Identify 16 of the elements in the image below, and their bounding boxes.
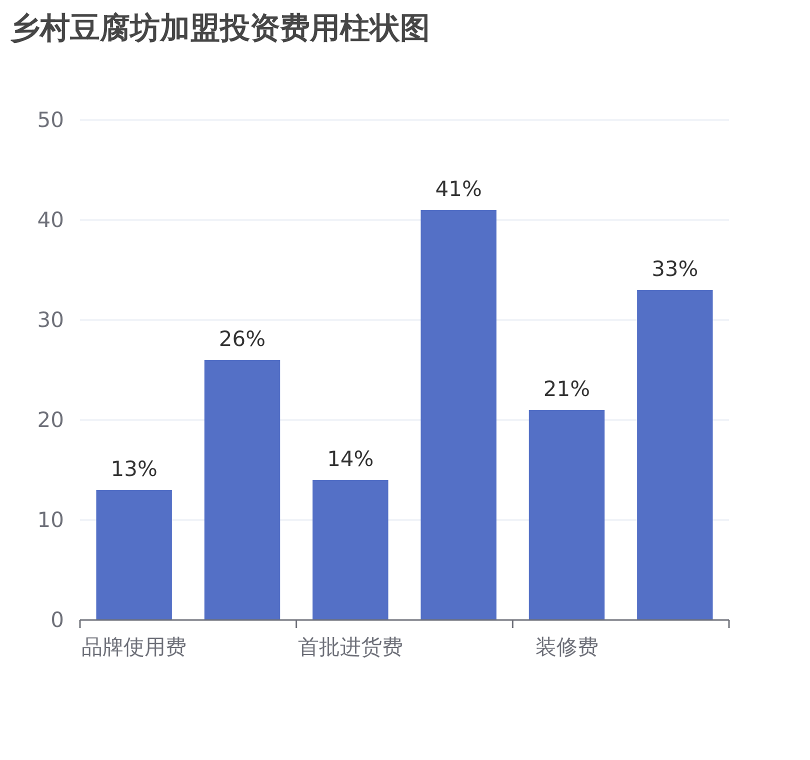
y-tick-label: 20: [37, 408, 64, 432]
data-label: 13%: [110, 457, 158, 481]
x-tick-label: 品牌使用费: [82, 635, 187, 659]
data-label: 41%: [435, 177, 482, 201]
y-tick-label: 30: [37, 308, 64, 332]
data-label: 33%: [652, 257, 698, 281]
y-tick-label: 50: [37, 108, 64, 132]
x-tick-label: 装修费: [535, 635, 598, 659]
title: 乡村豆腐坊加盟投资费用柱状图: [10, 11, 430, 46]
x-tick-label: 首批进货费: [298, 635, 403, 659]
y-tick-label: 10: [37, 508, 64, 532]
data-label: 26%: [218, 327, 266, 351]
data-label: 14%: [327, 447, 374, 471]
data-label: 21%: [543, 377, 590, 401]
y-tick-label: 40: [37, 208, 64, 232]
y-tick-label: 0: [50, 608, 64, 632]
